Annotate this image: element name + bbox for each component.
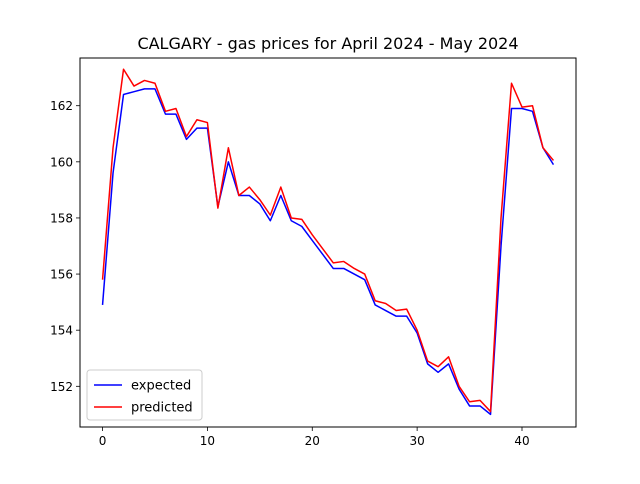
legend-label-expected: expected [131, 379, 191, 394]
plot-area [101, 68, 555, 416]
series-line-expected [101, 88, 555, 416]
x-tick-label: 30 [409, 434, 424, 448]
y-tick-label: 162 [50, 99, 73, 113]
y-tick-label: 160 [50, 155, 73, 169]
chart-title: CALGARY - gas prices for April 2024 - Ma… [137, 34, 518, 53]
y-tick-label: 156 [50, 268, 73, 282]
legend-label-predicted: predicted [131, 401, 193, 416]
x-tick-label: 0 [99, 434, 107, 448]
y-tick-label: 152 [50, 380, 73, 394]
axes-frame [79, 57, 577, 428]
x-tick-label: 20 [305, 434, 320, 448]
legend: expected predicted [86, 369, 203, 421]
x-tick-label: 10 [200, 434, 215, 448]
y-tick-label: 158 [50, 211, 73, 225]
y-tick-label: 154 [50, 324, 73, 338]
x-axis: 0 10 20 30 40 [99, 427, 530, 448]
series-line-predicted [101, 68, 555, 413]
x-tick-label: 40 [514, 434, 529, 448]
y-axis: 152 154 156 158 160 162 [50, 99, 80, 394]
